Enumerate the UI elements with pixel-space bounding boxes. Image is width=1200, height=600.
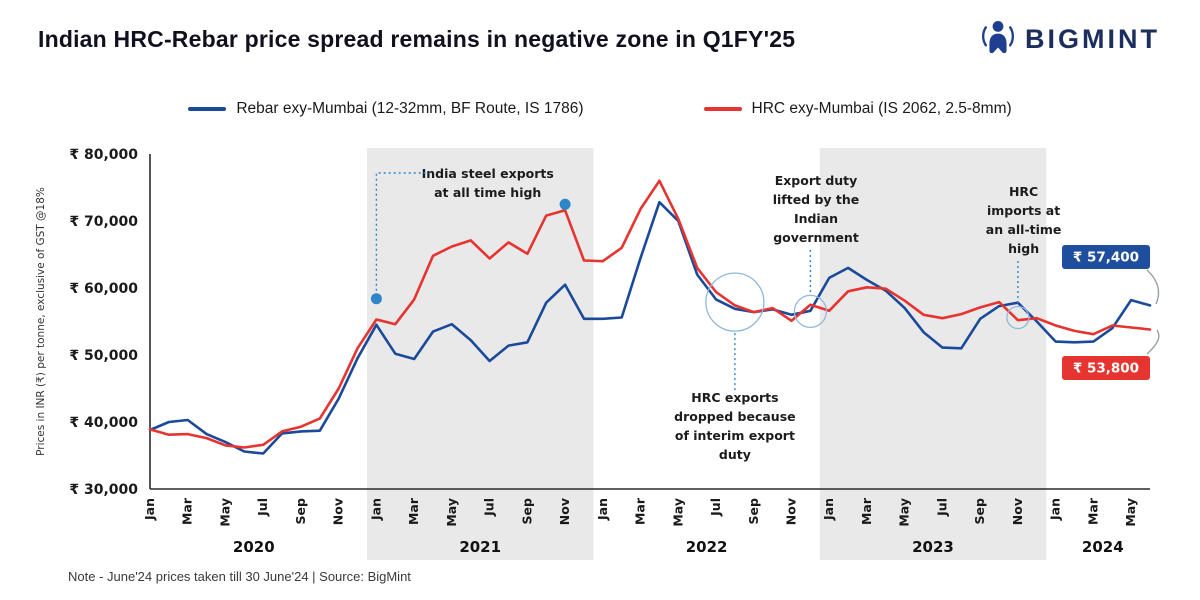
hrc-end-label-text: ₹ 53,800 bbox=[1073, 361, 1139, 377]
x-tick-label: May bbox=[218, 498, 233, 527]
x-tick-label: Sep bbox=[746, 498, 761, 524]
header: Indian HRC-Rebar price spread remains in… bbox=[38, 20, 1160, 58]
x-tick-label: Jul bbox=[708, 498, 723, 517]
bigmint-logo: BIGMINT bbox=[980, 20, 1160, 58]
export-duty-highlight-circle bbox=[793, 294, 828, 329]
exports-high-marker-dot bbox=[370, 293, 382, 305]
x-tick-label: Jan bbox=[821, 498, 836, 521]
x-tick-label: Mar bbox=[633, 497, 648, 525]
y-tick-label: ₹ 40,000 bbox=[69, 415, 138, 431]
x-tick-label: Nov bbox=[784, 498, 799, 525]
legend-label-rebar: Rebar exy-Mumbai (12-32mm, BF Route, IS … bbox=[236, 100, 584, 117]
y-tick-label: ₹ 30,000 bbox=[69, 482, 138, 498]
rebar-end-label-box bbox=[1062, 245, 1150, 269]
x-tick-label: Nov bbox=[557, 498, 572, 525]
year-label-2023: 2023 bbox=[912, 538, 954, 556]
bigmint-wordmark: BIGMINT bbox=[1025, 23, 1160, 54]
x-tick-label: Jul bbox=[935, 498, 950, 517]
x-tick-label: Mar bbox=[859, 497, 874, 525]
x-tick-label: Nov bbox=[331, 498, 346, 525]
x-tick-label: Mar bbox=[406, 497, 421, 525]
legend-label-hrc: HRC exy-Mumbai (IS 2062, 2.5-8mm) bbox=[751, 100, 1012, 117]
x-tick-label: May bbox=[1123, 498, 1138, 527]
x-tick-label: Mar bbox=[1085, 497, 1100, 525]
export-duty-annotation-text: Export duty bbox=[775, 173, 858, 188]
hrc-exports-dropped-annotation-text: dropped because bbox=[674, 409, 795, 424]
year-label-2024: 2024 bbox=[1082, 538, 1124, 556]
export-duty-annotation-text: lifted by the bbox=[773, 192, 860, 207]
bigmint-person-icon bbox=[981, 21, 1015, 54]
hrc-exports-dropped-annotation-text: duty bbox=[719, 447, 751, 462]
hrc-imports-high-annotation-text: imports at bbox=[987, 203, 1060, 218]
spread-bracket bbox=[1146, 269, 1160, 355]
y-tick-label: ₹ 60,000 bbox=[69, 281, 138, 297]
export-duty-annotation-text: government bbox=[773, 230, 859, 245]
x-tick-label: Jan bbox=[1048, 498, 1063, 521]
hrc-imports-high-highlight-circle bbox=[1006, 305, 1030, 330]
hrc-imports-high-annotation-text: an all-time bbox=[986, 222, 1062, 237]
legend-item-hrc: HRC exy-Mumbai (IS 2062, 2.5-8mm) bbox=[703, 100, 1012, 118]
rebar-price-line bbox=[148, 200, 1152, 455]
rebar-line-swatch bbox=[188, 107, 227, 111]
exports-high-annotation-text: India steel exports bbox=[422, 166, 554, 181]
hrc-exports-dropped-highlight-circle bbox=[705, 272, 765, 332]
exports-high-annotation-text: at all time high bbox=[434, 185, 541, 200]
year-label-2021: 2021 bbox=[459, 538, 501, 556]
export-duty-annotation-text: Indian bbox=[794, 211, 838, 226]
exports-high-marker-dot bbox=[559, 198, 571, 210]
x-tick-label: Nov bbox=[1010, 498, 1025, 525]
price-spread-line-chart: ₹ 30,000 ₹ 40,000 ₹ 50,000 ₹ 60,000 ₹ 70,000… bbox=[35, 147, 1160, 560]
y-tick-label: ₹ 80,000 bbox=[69, 147, 138, 163]
chart-legend: Rebar exy-Mumbai (12-32mm, BF Route, IS … bbox=[0, 100, 1200, 118]
hrc-exports-dropped-annotation-text: HRC exports bbox=[691, 390, 778, 405]
shaded-band-2021 bbox=[367, 148, 594, 560]
x-tick-label: May bbox=[897, 498, 912, 527]
hrc-imports-high-annotation-text: HRC bbox=[1009, 184, 1038, 199]
page-title: Indian HRC-Rebar price spread remains in… bbox=[38, 25, 796, 52]
legend-item-rebar: Rebar exy-Mumbai (12-32mm, BF Route, IS … bbox=[188, 100, 584, 118]
hrc-end-label-box bbox=[1062, 356, 1150, 380]
y-tick-label: ₹ 70,000 bbox=[69, 214, 138, 230]
x-tick-label: Jul bbox=[255, 498, 270, 517]
hrc-exports-dropped-annotation-text: of interim export bbox=[675, 428, 795, 443]
x-tick-label: Sep bbox=[519, 498, 534, 524]
hrc-line-swatch bbox=[703, 107, 742, 111]
x-tick-label: Jul bbox=[482, 498, 497, 517]
x-tick-label: May bbox=[444, 498, 459, 527]
source-note: Note - June'24 prices taken till 30 June… bbox=[68, 569, 411, 584]
shaded-band-2023 bbox=[819, 148, 1047, 560]
rebar-end-label-text: ₹ 57,400 bbox=[1073, 250, 1139, 266]
y-axis-title: Prices in INR (₹) per tonne, exclusive o… bbox=[35, 187, 47, 456]
x-tick-label: Jan bbox=[142, 498, 157, 521]
x-tick-label: Sep bbox=[972, 498, 987, 524]
hrc-price-line bbox=[148, 179, 1152, 449]
x-tick-label: Jan bbox=[595, 498, 610, 521]
hrc-imports-high-annotation-text: high bbox=[1008, 241, 1039, 256]
x-tick-label: Mar bbox=[180, 497, 195, 525]
year-label-2020: 2020 bbox=[233, 538, 275, 556]
year-label-2022: 2022 bbox=[686, 538, 728, 556]
x-tick-label: Sep bbox=[293, 498, 308, 524]
x-tick-label: May bbox=[670, 498, 685, 527]
y-tick-label: ₹ 50,000 bbox=[69, 348, 138, 364]
x-tick-label: Jan bbox=[368, 498, 383, 521]
